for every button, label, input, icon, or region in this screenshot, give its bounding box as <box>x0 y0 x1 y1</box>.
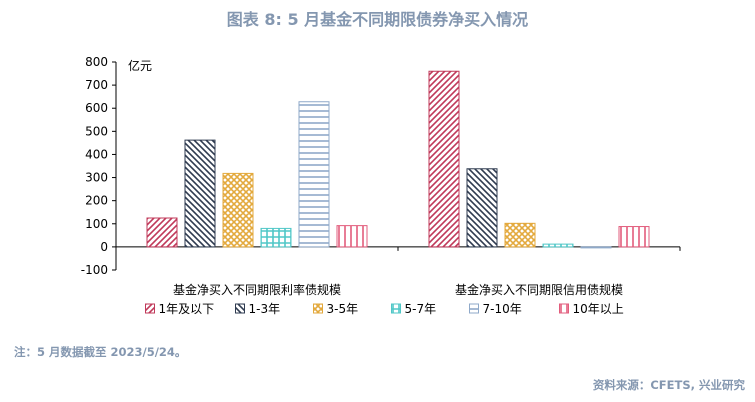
bar <box>504 222 536 248</box>
legend-label: 5-7年 <box>405 302 437 316</box>
y-tick-label: 400 <box>85 147 108 161</box>
legend-label: 1年及以下 <box>159 302 215 316</box>
legend-swatch <box>145 303 155 314</box>
legend-swatch <box>559 303 569 314</box>
bar <box>146 217 178 248</box>
bar <box>298 101 330 248</box>
legend-label: 1-3年 <box>249 302 281 316</box>
legend-label: 10年以上 <box>573 302 624 316</box>
bar <box>466 168 498 248</box>
bar <box>184 139 216 248</box>
y-unit-label: 亿元 <box>128 58 152 73</box>
y-tick-label: -100 <box>81 263 108 277</box>
legend-swatch <box>313 303 323 314</box>
y-tick-label: 700 <box>85 78 108 92</box>
bar <box>222 172 254 248</box>
y-tick-label: 0 <box>100 240 108 254</box>
legend-swatch <box>469 303 479 314</box>
y-tick-label: 800 <box>85 55 108 69</box>
legend-swatch <box>235 303 245 314</box>
source-note: 资料来源：CFETS, 兴业研究 <box>592 378 745 392</box>
bar <box>428 70 460 248</box>
legend-swatch <box>391 303 401 314</box>
y-tick-label: 500 <box>85 124 108 138</box>
bar <box>580 246 612 249</box>
category-label: 基金净买入不同期限利率债规模 <box>173 282 341 297</box>
chart-title: 图表 8: 5 月基金不同期限债券净买入情况 <box>226 10 529 29</box>
bar <box>618 226 650 248</box>
y-tick-label: 200 <box>85 194 108 208</box>
y-tick-label: 100 <box>85 217 108 231</box>
legend-label: 7-10年 <box>483 302 522 316</box>
bars <box>146 70 650 249</box>
bar <box>336 225 368 248</box>
bar <box>542 243 574 248</box>
y-tick-label: 300 <box>85 171 108 185</box>
bar <box>260 227 292 248</box>
legend: 1年及以下 1-3年 3-5年 5-7年 7-10年 10年以上 <box>145 302 624 316</box>
y-tick-label: 600 <box>85 101 108 115</box>
category-label: 基金净买入不同期限信用债规模 <box>455 282 623 297</box>
legend-label: 3-5年 <box>327 302 359 316</box>
axes: -100 0 100 200 300 400 500 600 700 800 亿元基金净买入不同期限… <box>81 55 681 297</box>
footnote: 注：5 月数据截至 2023/5/24。 <box>14 345 187 359</box>
